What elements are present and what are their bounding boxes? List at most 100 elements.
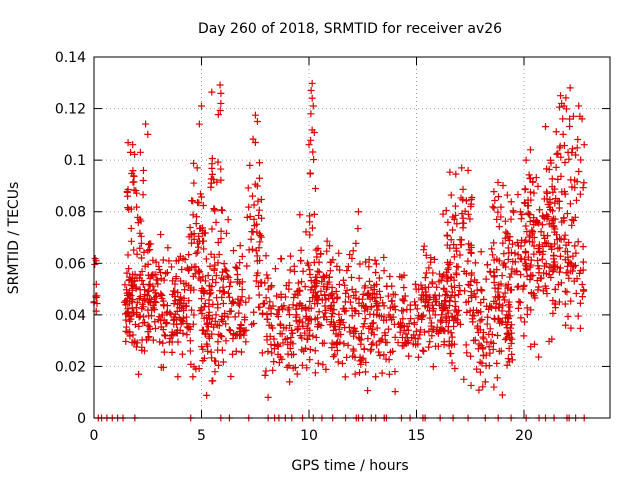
data-point xyxy=(505,298,513,306)
data-point xyxy=(238,252,246,260)
data-point xyxy=(278,330,286,338)
data-point xyxy=(541,234,549,242)
data-point xyxy=(454,311,462,319)
data-point xyxy=(443,314,451,322)
data-point xyxy=(208,154,216,162)
data-point xyxy=(425,283,433,291)
data-point xyxy=(431,255,439,263)
data-point xyxy=(371,256,379,264)
data-point xyxy=(222,229,230,237)
data-point xyxy=(372,268,380,276)
data-point xyxy=(124,329,132,337)
data-point xyxy=(259,300,267,308)
data-point xyxy=(486,325,494,333)
data-point xyxy=(379,299,387,307)
data-point xyxy=(127,237,135,245)
data-point xyxy=(560,142,568,150)
data-point xyxy=(490,278,498,286)
data-point xyxy=(170,316,178,324)
data-point xyxy=(250,308,258,316)
data-point xyxy=(433,283,441,291)
data-point xyxy=(126,290,134,298)
data-point xyxy=(227,278,235,286)
data-point xyxy=(462,197,470,205)
data-point xyxy=(328,344,336,352)
data-point xyxy=(348,254,356,262)
data-point xyxy=(457,194,465,202)
x-tick-label: 15 xyxy=(408,428,426,444)
data-point xyxy=(455,291,463,299)
data-point xyxy=(162,270,170,278)
data-point xyxy=(527,289,535,297)
data-point xyxy=(259,309,267,317)
data-point xyxy=(127,281,135,289)
data-point xyxy=(129,271,137,279)
data-point xyxy=(579,266,587,274)
data-point xyxy=(208,330,216,338)
data-point xyxy=(144,130,152,138)
data-point xyxy=(186,347,194,355)
data-point xyxy=(140,296,148,304)
data-point xyxy=(396,328,404,336)
data-point xyxy=(494,285,502,293)
data-point xyxy=(342,289,350,297)
data-point xyxy=(383,282,391,290)
data-point xyxy=(441,297,449,305)
data-point xyxy=(245,294,253,302)
data-point xyxy=(523,228,531,236)
x-tick-label: 20 xyxy=(515,428,533,444)
data-point xyxy=(207,250,215,258)
data-point xyxy=(435,278,443,286)
data-point xyxy=(193,164,201,172)
data-point xyxy=(341,281,349,289)
data-point xyxy=(135,370,143,378)
data-point xyxy=(280,324,288,332)
data-point xyxy=(513,268,521,276)
data-point xyxy=(216,287,224,295)
data-point xyxy=(395,320,403,328)
data-point xyxy=(308,283,316,291)
data-point xyxy=(207,348,215,356)
data-point xyxy=(190,230,198,238)
data-point xyxy=(556,103,564,111)
data-point xyxy=(526,211,534,219)
data-point xyxy=(542,260,550,268)
data-point xyxy=(321,291,329,299)
data-point xyxy=(364,335,372,343)
data-point xyxy=(299,267,307,275)
data-point xyxy=(355,295,363,303)
data-point xyxy=(566,123,574,131)
data-point xyxy=(391,291,399,299)
data-point xyxy=(268,282,276,290)
data-point xyxy=(388,297,396,305)
data-point xyxy=(576,324,584,332)
data-point xyxy=(470,312,478,320)
data-point xyxy=(573,144,581,152)
data-point xyxy=(494,178,502,186)
data-point xyxy=(332,287,340,295)
data-point xyxy=(483,261,491,269)
data-point xyxy=(373,341,381,349)
data-point xyxy=(562,269,570,277)
data-point xyxy=(362,358,370,366)
data-point xyxy=(557,153,565,161)
chart-title: Day 260 of 2018, SRMTID for receiver av2… xyxy=(198,21,502,37)
data-point xyxy=(475,386,483,394)
data-point xyxy=(144,321,152,329)
data-point xyxy=(505,315,513,323)
data-point xyxy=(137,239,145,247)
data-point xyxy=(127,148,135,156)
data-point xyxy=(219,358,227,366)
data-point xyxy=(330,322,338,330)
data-point xyxy=(290,262,298,270)
data-point xyxy=(505,344,513,352)
data-point xyxy=(490,239,498,247)
data-point xyxy=(212,311,220,319)
data-point xyxy=(307,136,315,144)
data-point xyxy=(327,301,335,309)
data-point xyxy=(289,301,297,309)
data-point xyxy=(293,326,301,334)
data-point xyxy=(562,94,570,102)
data-point xyxy=(224,289,232,297)
data-point xyxy=(311,185,319,193)
